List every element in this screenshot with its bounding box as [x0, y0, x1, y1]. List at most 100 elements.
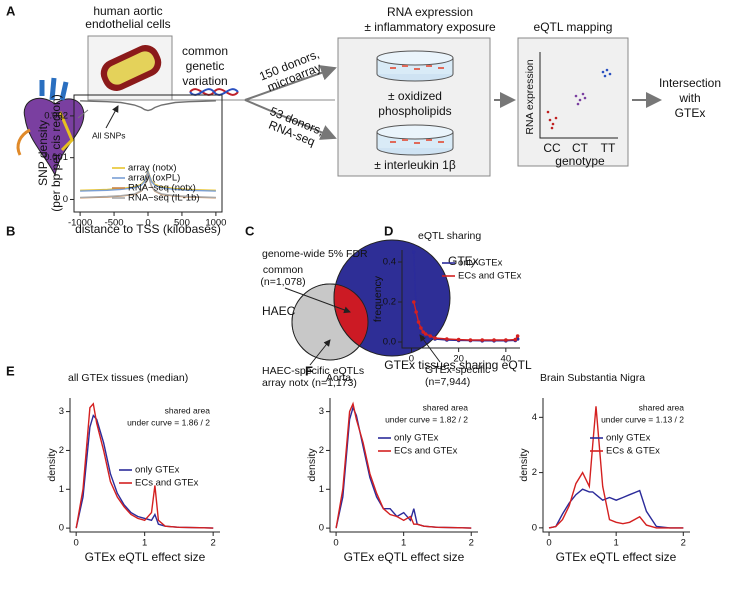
axes — [329, 398, 478, 533]
legend-label: ECs & GTEx — [606, 446, 660, 457]
y-tick-label: 0 — [63, 194, 68, 205]
series-line — [548, 406, 684, 529]
arrow — [309, 339, 331, 366]
axes — [401, 250, 520, 349]
y-axis-label: frequency — [372, 275, 384, 322]
x-tick-label: 0 — [546, 538, 551, 549]
x-tick-label: 1 — [614, 538, 619, 549]
label: GTEx — [448, 254, 479, 268]
axes — [542, 398, 690, 533]
legend-label: ECs and GTEx — [135, 478, 199, 489]
x-tick-label: 2 — [469, 538, 474, 549]
x-tick-label: -500 — [105, 218, 124, 229]
y-tick-label: 2 — [532, 467, 537, 478]
series-line — [335, 401, 472, 529]
legend-label: only GTEx — [135, 465, 180, 476]
chart-title: Brain Substantia Nigra — [540, 372, 645, 384]
point — [421, 330, 426, 334]
label: endothelial cells — [85, 17, 170, 31]
y-tick-label: 0.001 — [44, 152, 68, 163]
point — [412, 250, 416, 254]
x-tick-label: 0 — [409, 354, 414, 365]
x-tick-label: 40 — [501, 354, 512, 365]
label: (n=1,078) — [260, 276, 305, 288]
x-axis-label: distance to TSS (kilobases) — [75, 222, 221, 236]
x-tick-label: 0 — [333, 538, 338, 549]
x-axis-label: GTEx eQTL effect size — [556, 550, 677, 564]
panel-label: B — [6, 223, 15, 238]
x-axis-label: GTEx tissues sharing eQTL — [384, 358, 532, 372]
label: under curve = 1.86 / 2 — [127, 417, 210, 427]
point — [468, 338, 473, 342]
series-line — [413, 301, 519, 341]
y-tick-label: 1 — [59, 484, 64, 495]
legend-label: array (notx) — [128, 163, 177, 174]
x-tick-label: 0 — [74, 538, 79, 549]
label: RNA expression — [387, 5, 473, 19]
label: CT — [572, 141, 589, 155]
x-tick-label: 20 — [453, 354, 464, 365]
panel-label: F — [305, 363, 313, 378]
x-axis-label: GTEx eQTL effect size — [344, 550, 465, 564]
label: phospholipids — [378, 104, 451, 118]
label: genome-wide 5% FDR — [262, 248, 368, 260]
point — [433, 336, 437, 340]
point — [492, 338, 496, 342]
legend-label: ECs and GTEx — [458, 271, 522, 282]
point — [513, 337, 518, 342]
panel-label: C — [245, 223, 255, 238]
label: (n=7,944) — [425, 376, 470, 388]
chart-title: Aorta — [326, 372, 351, 384]
mini-axes — [539, 52, 618, 139]
y-tick-label: 2 — [319, 445, 324, 456]
vessel-icon — [100, 45, 162, 91]
eqtl-box — [517, 37, 629, 167]
series-line — [548, 488, 684, 529]
label: shared area — [639, 402, 685, 412]
y-axis-label: density — [46, 448, 58, 482]
legend-label: ECs and GTEx — [394, 446, 458, 457]
arrow — [244, 65, 337, 101]
legend-label: only GTEx — [394, 433, 439, 444]
y-tick-label: 0.002 — [44, 110, 68, 121]
x-tick-label: 1 — [142, 538, 147, 549]
label: shared area — [165, 405, 211, 415]
panel-label: A — [6, 3, 16, 18]
y-axis-label: SNP density — [36, 120, 50, 186]
label: ± inflammatory exposure — [364, 20, 496, 34]
x-tick-label: 2 — [681, 538, 686, 549]
dish-icon — [376, 50, 454, 82]
label: under curve = 1.13 / 2 — [601, 414, 684, 424]
label: RNA expression — [524, 59, 536, 134]
point — [412, 300, 416, 304]
point — [504, 338, 508, 342]
label: ± interleukin 1β — [374, 158, 456, 172]
dish-icon — [376, 124, 454, 156]
legend-label: RNA−seq (IL-1b) — [128, 193, 200, 204]
arrow — [244, 99, 337, 140]
y-tick-label: 1 — [319, 484, 324, 495]
y-tick-label: 4 — [532, 412, 537, 423]
heart-icon — [16, 77, 89, 177]
series-line — [80, 172, 216, 199]
label: variation — [182, 74, 227, 88]
label: GTEx-specific — [425, 364, 490, 376]
label: HAEC — [262, 304, 296, 318]
label: under curve = 1.82 / 2 — [385, 414, 468, 424]
y-tick-label: 0.0 — [383, 337, 396, 348]
annotation-arrow — [105, 105, 119, 129]
label: eQTL mapping — [534, 20, 613, 34]
label: Intersection — [659, 76, 721, 90]
y-tick-label: 0.4 — [383, 257, 396, 268]
legend-label: only GTEx — [606, 433, 651, 444]
label: ± oxidized — [388, 89, 442, 103]
y-tick-label: 0 — [532, 522, 537, 533]
chart-title: eQTL sharing — [418, 230, 481, 242]
y-tick-label: 0 — [319, 523, 324, 534]
y-tick-label: 0 — [59, 523, 64, 534]
dna-icon — [189, 88, 239, 96]
x-tick-label: -1000 — [68, 218, 92, 229]
label: genotype — [555, 154, 605, 168]
label: TT — [601, 141, 616, 155]
label: HAEC-specific eQTLs — [262, 365, 364, 377]
